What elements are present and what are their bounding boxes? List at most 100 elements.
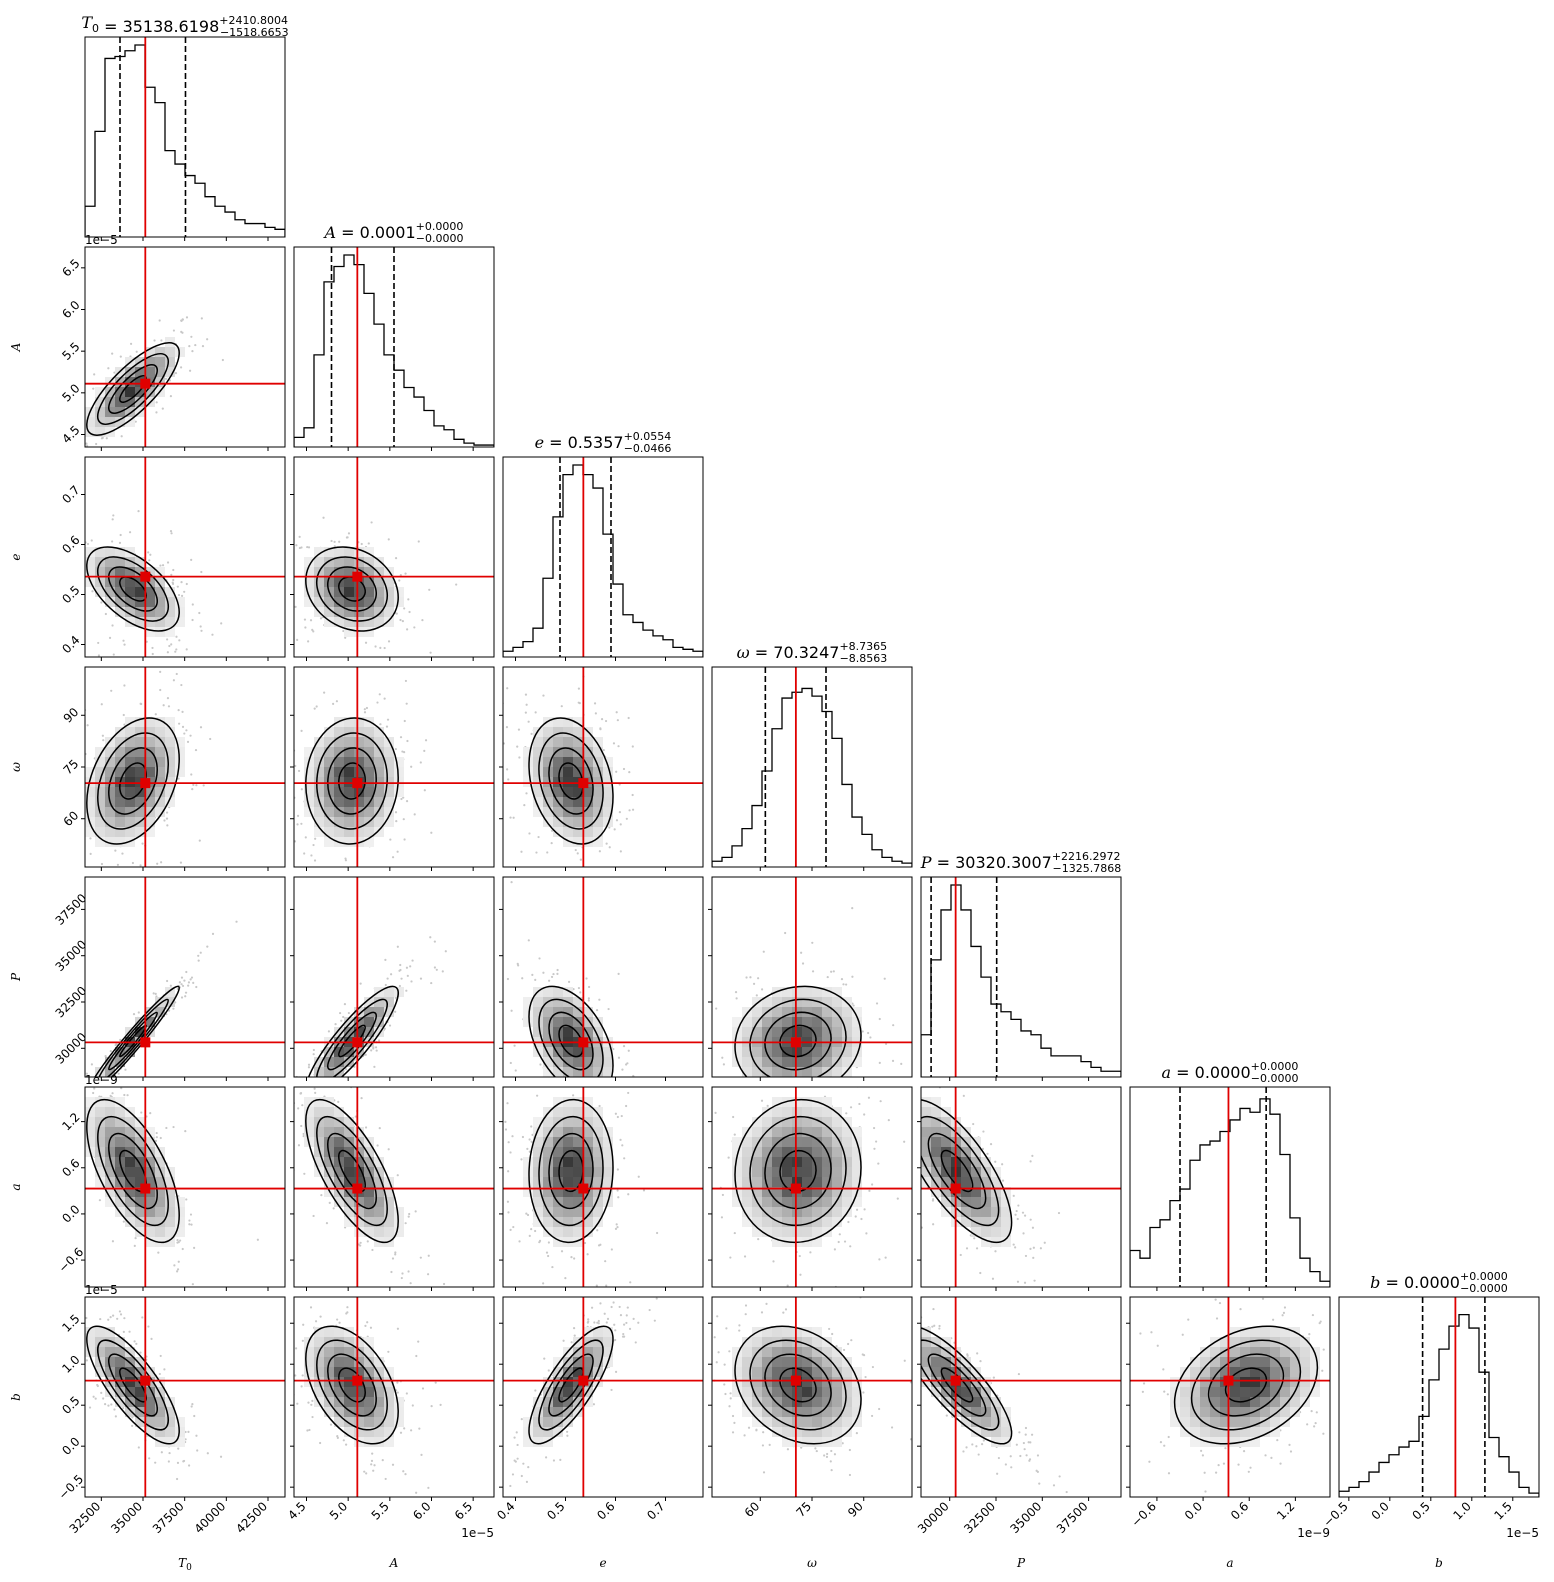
sample-point	[577, 986, 581, 990]
y-tick-label-a: 0.6	[59, 1156, 82, 1179]
truth-marker	[140, 378, 151, 389]
sample-point	[734, 991, 738, 994]
density-cell	[155, 1217, 165, 1227]
sample-point	[884, 1108, 886, 1110]
density-cell	[314, 1067, 324, 1077]
sample-point	[190, 976, 194, 979]
density-cell	[762, 1207, 772, 1217]
density-cell	[772, 1237, 782, 1247]
sample-point	[542, 1282, 545, 1285]
density-cell	[115, 567, 125, 577]
density-cell	[772, 1067, 782, 1077]
density-cell	[732, 1137, 742, 1147]
density-cell	[374, 1177, 384, 1187]
density-cell	[852, 1197, 862, 1207]
sample-point	[573, 1257, 576, 1260]
sample-point	[330, 539, 333, 543]
density-cell	[105, 767, 115, 777]
density-cell	[115, 807, 125, 817]
sample-point	[394, 996, 397, 999]
sample-point	[642, 1189, 646, 1192]
density-cell	[344, 1057, 354, 1067]
density-cell	[971, 1147, 981, 1157]
sample-point	[732, 1115, 735, 1119]
density-cell	[971, 1207, 981, 1217]
sample-point	[632, 1099, 634, 1101]
density-cell	[85, 1137, 95, 1147]
density-cell	[374, 577, 384, 587]
density-cell	[583, 1027, 593, 1037]
density-cell	[772, 1097, 782, 1107]
sample-point	[356, 662, 358, 664]
density-cell	[165, 747, 175, 757]
sample-point	[749, 976, 752, 979]
sample-point	[345, 1068, 348, 1071]
density-cell	[364, 737, 374, 747]
sample-point	[159, 564, 162, 567]
sample-point	[175, 1270, 179, 1273]
density-cell	[523, 997, 533, 1007]
density-cell	[125, 397, 135, 407]
sample-point	[516, 745, 519, 748]
density-cell	[145, 827, 155, 837]
density-cell	[742, 1067, 752, 1077]
density-cell	[782, 1197, 792, 1207]
density-cell	[961, 1187, 971, 1197]
sample-point	[186, 740, 190, 744]
sample-point	[88, 1406, 92, 1409]
density-cell	[85, 1117, 95, 1127]
sample-point	[155, 995, 158, 998]
density-cell	[125, 827, 135, 837]
sample-point	[183, 979, 186, 982]
sample-point	[604, 1260, 607, 1263]
sample-point	[114, 849, 117, 852]
sample-point	[528, 1138, 531, 1141]
density-cell	[324, 557, 334, 567]
sample-point	[68, 791, 70, 793]
sample-point	[64, 452, 66, 454]
density-cell	[324, 1067, 334, 1077]
density-cell	[852, 1007, 862, 1017]
density-cell	[314, 597, 324, 607]
contour-level-4	[86, 985, 180, 1077]
sample-point	[169, 984, 172, 987]
density-cell	[782, 1167, 792, 1177]
density-cell	[802, 1167, 812, 1177]
sample-point	[610, 1084, 612, 1086]
sample-point	[574, 888, 576, 890]
sample-point	[65, 1308, 67, 1310]
sample-point	[975, 1247, 979, 1250]
sample-point	[168, 1328, 170, 1330]
sample-point	[962, 1094, 965, 1097]
sample-point	[913, 1110, 915, 1112]
sample-point	[119, 355, 122, 358]
sample-point	[200, 317, 203, 320]
y-tick-label-A: 6.0	[59, 298, 82, 321]
density-cell	[145, 1227, 155, 1237]
density-cell	[792, 1127, 802, 1137]
sample-point	[714, 1111, 717, 1114]
density-cell	[304, 777, 314, 787]
sample-point	[909, 1145, 911, 1147]
density-cell	[842, 1017, 852, 1027]
sample-point	[618, 811, 621, 814]
sample-point	[180, 581, 183, 584]
density-cell	[125, 387, 135, 397]
contour-level-3	[316, 556, 388, 622]
sample-point	[300, 1124, 303, 1128]
density-cell	[981, 1237, 991, 1247]
density-cell	[135, 1027, 145, 1037]
density-cell	[374, 777, 384, 787]
sample-point	[46, 750, 48, 752]
sample-point	[296, 814, 300, 817]
sample-point	[577, 1079, 579, 1081]
density-cell	[533, 787, 543, 797]
density-cell	[782, 1017, 792, 1027]
sample-point	[105, 437, 108, 440]
sample-point	[552, 885, 554, 887]
sample-point	[622, 1045, 626, 1048]
density-cell	[155, 787, 165, 797]
sample-point	[95, 442, 98, 446]
density-cell	[135, 587, 145, 597]
density-cell	[354, 557, 364, 567]
